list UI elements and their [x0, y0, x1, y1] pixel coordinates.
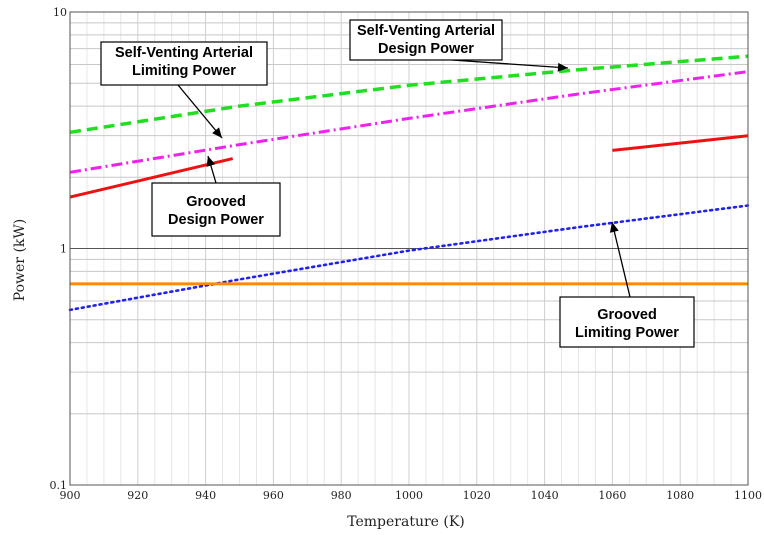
callout-label: Self-Venting Arterial: [357, 23, 495, 39]
series-line: [69, 70, 749, 174]
callout-arrowhead: [206, 156, 216, 167]
tick-labels: 900 920 940 960 980 1000 1020 1040 1060 1080 1100 0…: [50, 6, 763, 502]
x-tick-label: 940: [195, 489, 216, 502]
x-tick-label: 1080: [666, 489, 694, 502]
callout-arrow: [451, 59, 569, 69]
x-tick-label: 1060: [598, 489, 626, 502]
callout-box: [151, 182, 281, 237]
x-axis-label: Temperature (K): [347, 514, 465, 530]
x-tick-label: 920: [127, 489, 148, 502]
callout-box: [100, 41, 268, 86]
callout-label: Grooved: [597, 307, 657, 323]
y-tick-label: 0.1: [50, 479, 68, 492]
series-line: [68, 204, 750, 312]
x-tick-label: 1000: [395, 489, 423, 502]
series-layer: [68, 54, 750, 312]
callout-label: Limiting Power: [132, 63, 236, 79]
series-line: [69, 54, 749, 135]
callout-label: Design Power: [378, 41, 474, 57]
x-tick-label: 900: [60, 489, 81, 502]
callout-label: Self-Venting Arterial: [115, 45, 253, 61]
callout-label: Limiting Power: [575, 325, 679, 341]
series-line: [612, 134, 749, 152]
x-tick-label: 1020: [463, 489, 491, 502]
callout-label: Grooved: [186, 194, 246, 210]
y-tick-label: 1: [60, 243, 67, 256]
callout-box: [349, 19, 503, 61]
callout-arrow: [177, 84, 223, 139]
x-tick-label: 960: [263, 489, 284, 502]
callout-arrow: [611, 221, 631, 298]
callout-arrowhead: [557, 62, 568, 72]
callout-label: Design Power: [168, 212, 264, 228]
callout-box: [559, 296, 695, 348]
y-axis-label: Power (kW): [12, 219, 28, 302]
y-tick-label: 10: [53, 6, 67, 19]
annotations: Self-Venting Arterial Design Power Self-Ve…: [100, 19, 695, 348]
x-tick-label: 980: [331, 489, 352, 502]
series-line: [69, 157, 234, 199]
callout-arrowhead: [609, 222, 619, 233]
callout-arrowhead: [212, 127, 222, 138]
plot-frame: [69, 11, 749, 486]
x-tick-label: 1040: [531, 489, 559, 502]
x-tick-label: 1100: [734, 489, 762, 502]
